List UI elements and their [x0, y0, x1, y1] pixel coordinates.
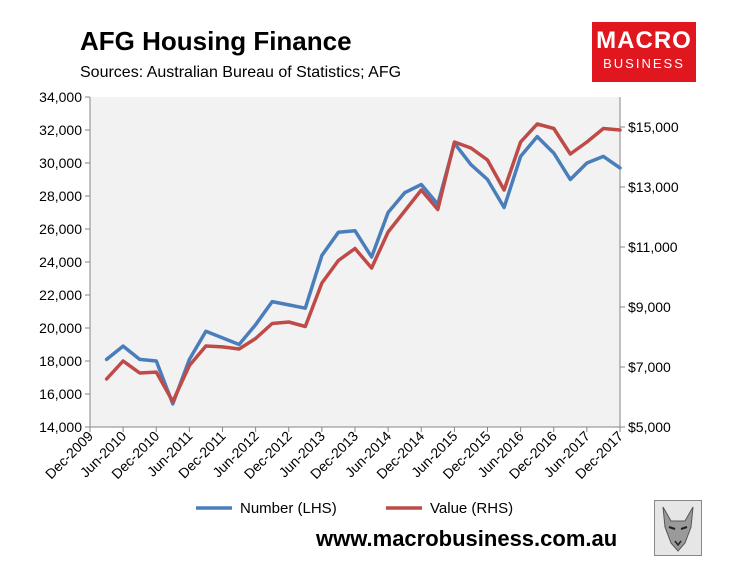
logo-top-text: MACRO — [596, 27, 692, 54]
right-tick-label: $13,000 — [628, 179, 679, 195]
left-tick-label: 18,000 — [39, 353, 82, 369]
chart-subtitle: Sources: Australian Bureau of Statistics… — [80, 64, 402, 81]
left-tick-label: 24,000 — [39, 254, 82, 270]
plot-area — [90, 97, 620, 427]
legend: Number (LHS) Value (RHS) — [196, 500, 513, 517]
left-tick-label: 14,000 — [39, 419, 82, 435]
left-tick-label: 16,000 — [39, 386, 82, 402]
series-line-number — [104, 134, 622, 406]
left-tick-label: 26,000 — [39, 221, 82, 237]
left-tick-label: 22,000 — [39, 287, 82, 303]
legend-label: Value (RHS) — [430, 500, 513, 517]
series-line-value — [104, 122, 622, 404]
right-tick-label: $11,000 — [628, 239, 678, 255]
left-tick-label: 20,000 — [39, 320, 82, 336]
right-tick-label: $7,000 — [628, 359, 671, 375]
website-url: www.macrobusiness.com.au — [316, 526, 618, 551]
wolf-icon — [654, 500, 702, 556]
chart-title: AFG Housing Finance — [80, 26, 352, 56]
series-layer — [104, 122, 622, 406]
macrobusiness-logo: MACRO BUSINESS — [592, 22, 696, 82]
left-y-axis: 14,000 16,000 18,000 20,000 22,000 24,000 26,0… — [39, 89, 91, 435]
logo-bottom-text: BUSINESS — [603, 56, 685, 71]
right-tick-label: $15,000 — [628, 119, 679, 135]
legend-label: Number (LHS) — [240, 500, 337, 517]
right-tick-label: $5,000 — [628, 419, 671, 435]
left-tick-label: 30,000 — [39, 155, 82, 171]
right-y-axis: $5,000 $7,000 $9,000 $11,000 $13,000 $15,000 — [619, 97, 679, 435]
left-tick-label: 32,000 — [39, 122, 82, 138]
x-axis: Dec-2009Jun-2010Dec-2010Jun-2011Dec-2011… — [42, 426, 626, 482]
left-tick-label: 28,000 — [39, 188, 82, 204]
left-tick-label: 34,000 — [39, 89, 82, 105]
right-tick-label: $9,000 — [628, 299, 671, 315]
